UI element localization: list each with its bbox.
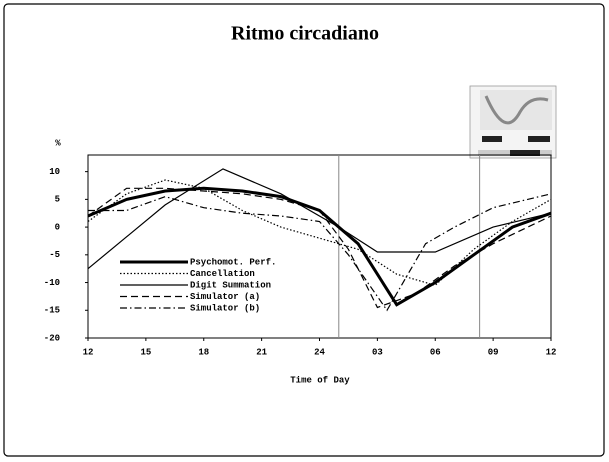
legend-label: Simulator (a) (190, 292, 260, 302)
x-axis-label: Time of Day (290, 375, 350, 385)
legend-label: Digit Summation (190, 280, 271, 290)
x-tick-label: 12 (546, 347, 557, 357)
x-tick-label: 15 (140, 347, 151, 357)
y-tick-label: -15 (44, 306, 60, 316)
x-tick-label: 06 (430, 347, 441, 357)
legend-label: Psychomot. Perf. (190, 257, 276, 267)
series-line (87, 187, 552, 309)
y-axis-label: % (55, 138, 61, 148)
x-tick-label: 03 (372, 347, 383, 357)
y-tick-label: -10 (44, 278, 60, 288)
x-tick-label: 09 (488, 347, 499, 357)
x-tick-label: 21 (256, 347, 267, 357)
y-tick-label: -5 (49, 250, 60, 260)
legend-label: Simulator (b) (190, 303, 260, 313)
y-tick-label: 5 (55, 195, 60, 205)
y-tick-label: 0 (55, 222, 60, 232)
chart-title: Ritmo circadiano (231, 23, 379, 45)
y-tick-label: -20 (44, 333, 60, 343)
x-tick-label: 18 (198, 347, 209, 357)
x-tick-label: 12 (83, 347, 94, 357)
x-tick-label: 24 (314, 347, 325, 357)
series-line (87, 179, 552, 286)
thumbnail (469, 85, 557, 159)
series-line (88, 193, 552, 312)
legend-label: Cancellation (190, 269, 255, 279)
series-line (87, 168, 552, 270)
y-tick-label: 10 (49, 167, 60, 177)
slide-frame (3, 3, 605, 457)
